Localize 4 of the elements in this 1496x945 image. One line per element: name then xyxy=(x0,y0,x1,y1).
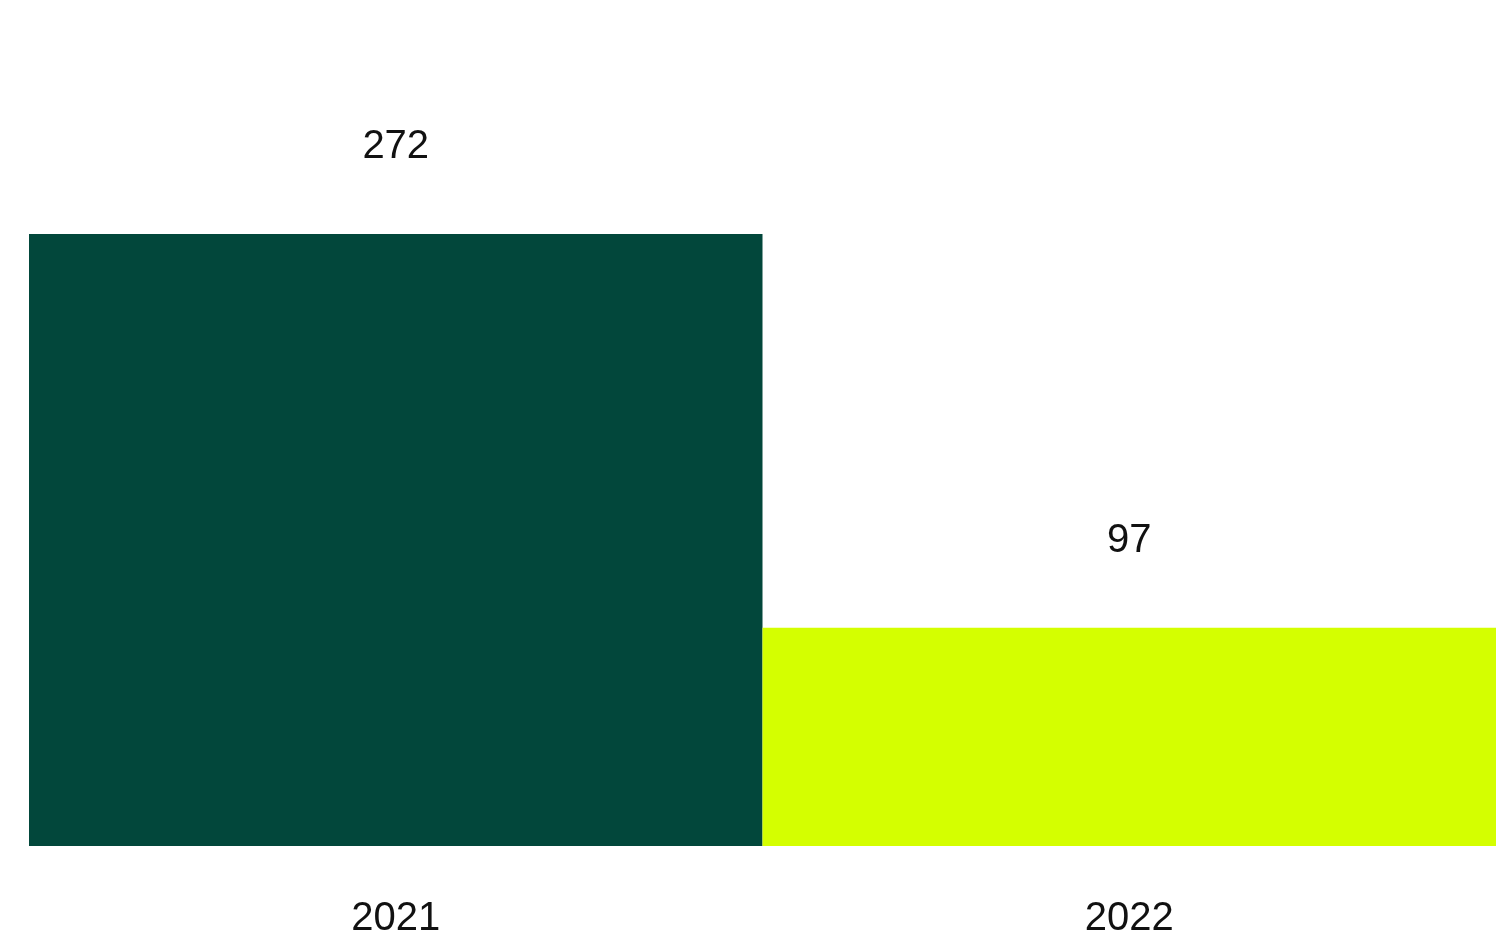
data-label: 97 xyxy=(1107,515,1152,560)
x-tick-label: 2022 xyxy=(1084,894,1174,938)
x-tick-label: 2021 xyxy=(351,894,441,938)
data-label: 272 xyxy=(362,122,430,166)
